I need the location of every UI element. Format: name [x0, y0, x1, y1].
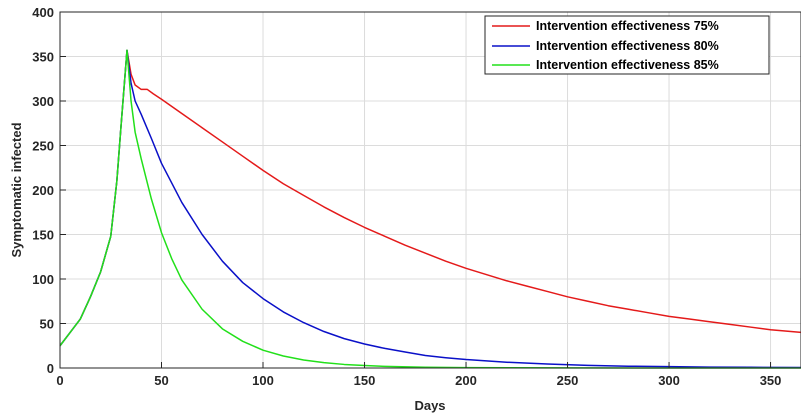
x-tick-label: 100 [252, 373, 274, 388]
legend-entry: Intervention effectiveness 80% [492, 39, 719, 53]
series-lines [59, 49, 801, 369]
y-tick-label: 0 [47, 361, 54, 376]
x-tick-label: 200 [455, 373, 477, 388]
y-tick-label: 200 [32, 183, 54, 198]
series-line [59, 49, 801, 369]
series-line [59, 49, 801, 347]
legend-label: Intervention effectiveness 75% [536, 19, 719, 33]
x-tick-label: 300 [658, 373, 680, 388]
y-axis-label: Symptomatic infected [9, 122, 24, 257]
x-tick-label: 150 [354, 373, 376, 388]
x-tick-label: 250 [557, 373, 579, 388]
x-axis-label: Days [414, 398, 445, 413]
y-tick-label: 50 [40, 317, 54, 332]
series-line [59, 49, 801, 369]
y-tick-label: 300 [32, 94, 54, 109]
legend-box [484, 15, 770, 75]
y-tick-label: 250 [32, 139, 54, 154]
legend-entry: Intervention effectiveness 85% [492, 58, 719, 72]
y-tick-label: 400 [32, 5, 54, 20]
axis-ticks: 0 50 100 150 200 250 300 350 0 50 100 150 200 250 300 3… [32, 5, 781, 388]
x-tick-label: 50 [154, 373, 168, 388]
x-tick-label: 350 [760, 373, 782, 388]
legend-label: Intervention effectiveness 85% [536, 58, 719, 72]
legend-entry: Intervention effectiveness 75% [492, 19, 719, 33]
x-tick-label: 0 [56, 373, 63, 388]
y-tick-label: 350 [32, 50, 54, 65]
y-tick-label: 100 [32, 272, 54, 287]
legend-label: Intervention effectiveness 80% [536, 39, 719, 53]
y-tick-label: 150 [32, 228, 54, 243]
legend: Intervention effectiveness 75% Intervent… [484, 15, 770, 75]
